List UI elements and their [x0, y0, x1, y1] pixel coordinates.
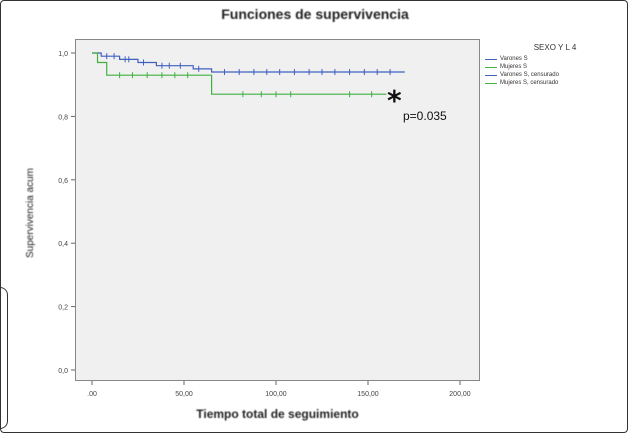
- x-tick-label: .00: [87, 391, 97, 398]
- legend-item: Varones S, censurado: [485, 71, 625, 79]
- y-tick-label: 0,0: [58, 368, 68, 375]
- p-value-annotation: p=0.035: [403, 109, 447, 123]
- y-tick-label: 0,8: [58, 114, 68, 121]
- legend-item: Mujeres S: [485, 63, 625, 71]
- significance-asterisk: *: [387, 84, 402, 117]
- legend-label: Mujeres S, censurado: [500, 80, 559, 86]
- legend-title: SEXO Y L 4: [533, 43, 577, 52]
- x-tick-label: 100,00: [265, 391, 287, 398]
- legend-label: Varones S: [500, 56, 528, 62]
- legend-swatch: [485, 82, 497, 84]
- legend-swatch: [485, 58, 497, 60]
- legend-swatch: [485, 66, 497, 68]
- y-tick-label: 0,6: [58, 178, 68, 185]
- legend-swatch: [485, 74, 497, 76]
- legend-item: Mujeres S, censurado: [485, 79, 625, 87]
- plot-area: [75, 39, 480, 381]
- legend-item: Varones S: [485, 55, 625, 63]
- y-axis-label: Supervivencia acum: [25, 167, 36, 259]
- left-bracket: [0, 287, 8, 429]
- survival-curve: [92, 52, 387, 95]
- x-tick-label: 50,00: [175, 391, 193, 398]
- x-axis-label: Tiempo total de seguimiento: [196, 407, 359, 421]
- survival-curve: [92, 52, 405, 73]
- x-tick-label: 200,00: [449, 391, 471, 398]
- legend-label: Mujeres S: [500, 64, 528, 70]
- y-tick-label: 0,4: [58, 241, 68, 248]
- legend: SEXO Y L 4 Varones S Mujeres S Varones S…: [485, 43, 625, 87]
- y-tick-label: 1,0: [58, 51, 68, 58]
- x-tick-label: 150,00: [357, 391, 379, 398]
- chart-title: Funciones de supervivencia: [221, 6, 409, 22]
- legend-label: Varones S, censurado: [500, 72, 559, 78]
- y-tick-label: 0,2: [58, 305, 68, 312]
